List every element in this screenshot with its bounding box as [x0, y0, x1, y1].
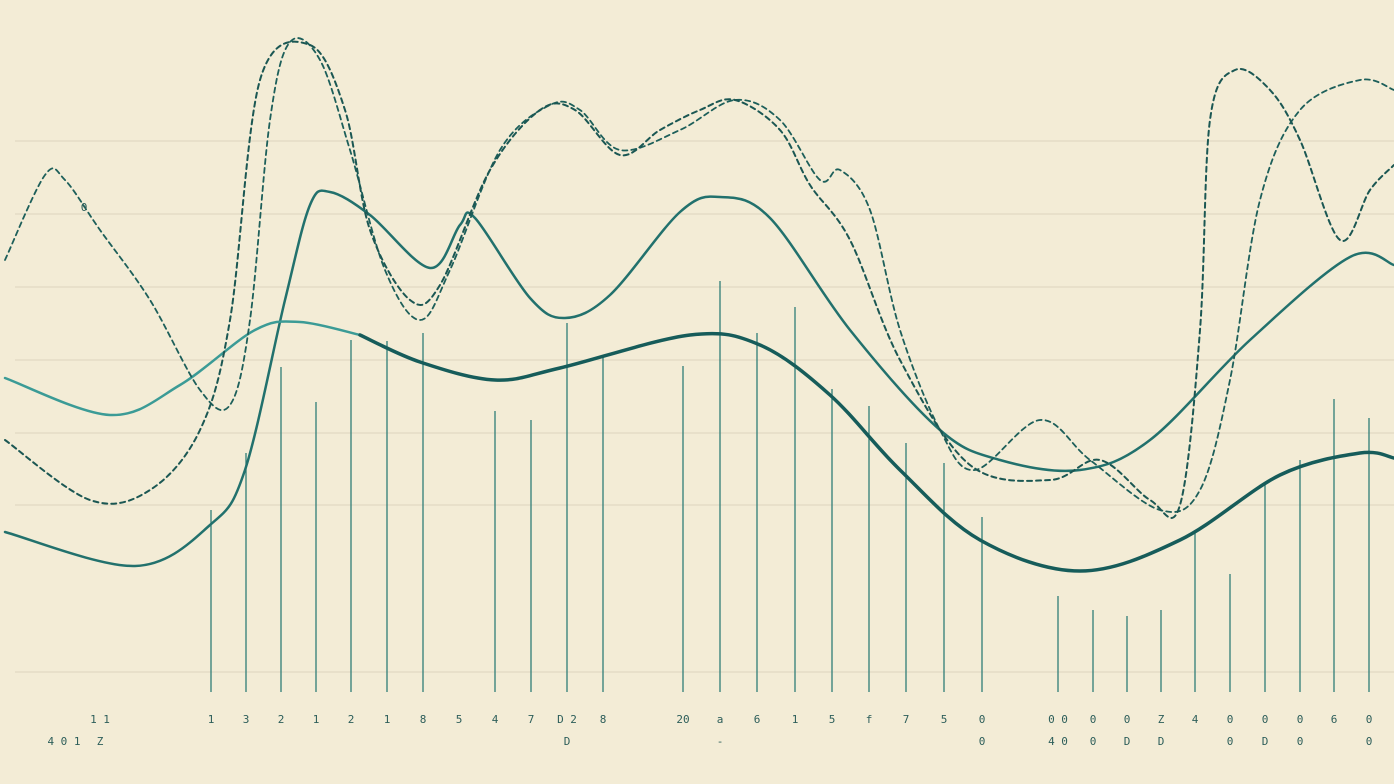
- x-label: 2: [348, 713, 355, 726]
- x-label: 0: [1366, 713, 1373, 726]
- x-label: 0: [1227, 713, 1234, 726]
- x-label: 5: [941, 713, 948, 726]
- x-sublabel: 0: [1366, 735, 1373, 748]
- x-label: 20: [676, 713, 689, 726]
- annotation: 5: [456, 713, 463, 726]
- x-label: 4: [492, 713, 499, 726]
- x-label: 8: [600, 713, 607, 726]
- annotation: Z: [97, 735, 104, 748]
- annotation: 0: [81, 201, 88, 214]
- x-label: a: [717, 713, 724, 726]
- x-label: 0: [1297, 713, 1304, 726]
- x-label: 5: [829, 713, 836, 726]
- line: [4, 40, 1394, 519]
- x-label: D 2: [557, 713, 577, 726]
- x-sublabel: 0: [1297, 735, 1304, 748]
- x-sublabel: 0: [979, 735, 986, 748]
- x-label: 0: [1262, 713, 1269, 726]
- annotation: 1 1: [90, 713, 110, 726]
- x-label: 1: [208, 713, 215, 726]
- x-sublabel: D: [1262, 735, 1269, 748]
- x-label: 0 0: [1048, 713, 1068, 726]
- annotation: 4 0 1: [47, 735, 80, 748]
- x-label: 2: [278, 713, 285, 726]
- x-label: 0: [1124, 713, 1131, 726]
- x-label: 7: [528, 713, 535, 726]
- x-label: 6: [754, 713, 761, 726]
- x-label: 1: [792, 713, 799, 726]
- line: [3, 189, 1394, 568]
- line: [4, 37, 1394, 513]
- x-sublabel: D: [1158, 735, 1165, 748]
- x-label: f: [866, 713, 873, 726]
- x-label: 6: [1331, 713, 1338, 726]
- x-label: 1: [313, 713, 320, 726]
- x-label: 7: [903, 713, 910, 726]
- x-label: 8: [420, 713, 427, 726]
- x-label: 1: [384, 713, 391, 726]
- x-label: 0: [1090, 713, 1097, 726]
- x-sublabel: -: [717, 735, 724, 748]
- x-label: 0: [979, 713, 986, 726]
- x-sublabel: 0: [1090, 735, 1097, 748]
- x-label: 4: [1192, 713, 1199, 726]
- line: [358, 331, 1394, 573]
- x-sublabel: 0: [1227, 735, 1234, 748]
- x-label: Z: [1158, 713, 1165, 726]
- grid: [15, 140, 1394, 673]
- x-sublabel: D: [564, 735, 571, 748]
- line: [3, 320, 362, 417]
- x-label: 3: [243, 713, 250, 726]
- x-sublabel: 4 0: [1048, 735, 1068, 748]
- x-sublabel: D: [1124, 735, 1131, 748]
